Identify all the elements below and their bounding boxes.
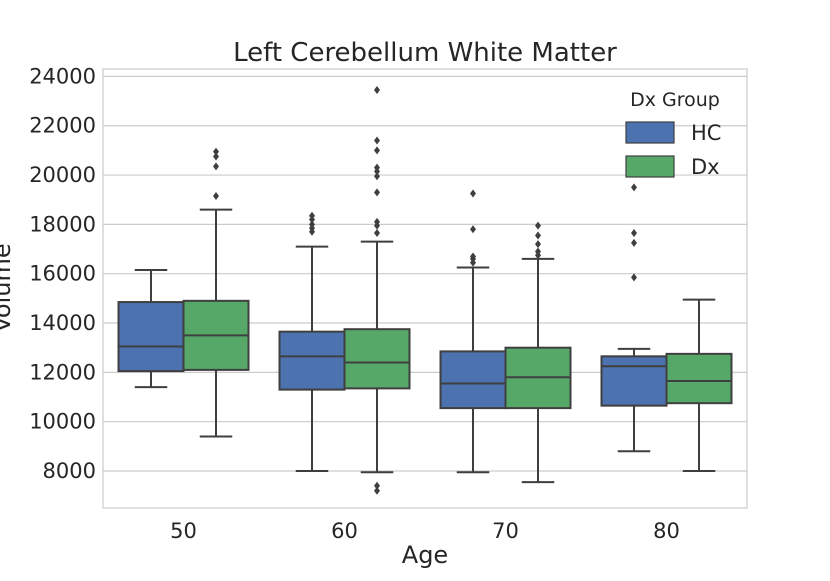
iqr-box (343, 328, 411, 390)
outlier-point (374, 486, 380, 495)
outlier-point (470, 189, 476, 198)
chart-title: Left Cerebellum White Matter (233, 38, 617, 68)
outlier-point (535, 247, 541, 256)
outlier-point (374, 172, 380, 181)
outlier-point (374, 85, 380, 94)
outlier-point (309, 220, 315, 229)
x-axis-ticks: 50 60 70 80 (170, 519, 680, 543)
outlier-point (374, 146, 380, 155)
outlier-point (374, 481, 380, 490)
box-dx-50 (182, 147, 250, 438)
series-hc (117, 183, 668, 474)
y-tick-label: 20000 (29, 163, 96, 187)
x-tick-label: 50 (170, 519, 197, 543)
outlier-point (213, 162, 219, 171)
box-dx-80 (665, 298, 733, 473)
x-tick-label: 70 (492, 519, 519, 543)
box-series (117, 85, 733, 495)
outlier-point (374, 229, 380, 238)
legend-swatch-dx (625, 155, 675, 178)
outlier-point (535, 221, 541, 230)
legend-label-hc: HC (691, 121, 721, 145)
outlier-point (213, 192, 219, 201)
box-hc-50 (117, 269, 185, 389)
legend-title: Dx Group (630, 89, 720, 111)
box-hc-60 (278, 211, 346, 473)
outlier-point (631, 238, 637, 247)
iqr-box (600, 355, 668, 407)
legend: Dx Group HC Dx (625, 89, 721, 179)
iqr-box (665, 352, 733, 405)
y-tick-label: 16000 (29, 262, 96, 286)
x-tick-label: 80 (653, 519, 680, 543)
y-tick-label: 18000 (29, 212, 96, 236)
box-hc-70 (439, 189, 507, 474)
outlier-point (470, 252, 476, 261)
outlier-point (309, 211, 315, 220)
y-tick-label: 24000 (29, 64, 96, 88)
box-dx-60 (343, 85, 411, 495)
outlier-point (213, 147, 219, 156)
y-tick-label: 10000 (29, 410, 96, 434)
y-tick-label: 14000 (29, 311, 96, 335)
y-tick-label: 12000 (29, 360, 96, 384)
outlier-point (535, 240, 541, 249)
outlier-point (374, 136, 380, 145)
outlier-point (631, 229, 637, 238)
box-hc-80 (600, 183, 668, 453)
iqr-box (439, 350, 507, 410)
series-dx (182, 85, 733, 495)
box-dx-70 (504, 221, 572, 484)
outlier-point (470, 225, 476, 234)
legend-label-dx: Dx (691, 155, 720, 179)
outlier-point (535, 231, 541, 240)
y-axis-ticks: 8000 10000 12000 14000 16000 18000 20000 22000 2… (29, 64, 96, 483)
y-tick-label: 22000 (29, 114, 96, 138)
outlier-point (631, 273, 637, 282)
x-tick-label: 60 (331, 519, 358, 543)
legend-swatch-hc (625, 121, 675, 144)
x-axis-label: Age (402, 541, 448, 569)
y-axis-label: Volume (0, 243, 16, 332)
outlier-point (374, 188, 380, 197)
iqr-box (117, 301, 185, 373)
outlier-point (374, 217, 380, 226)
iqr-box (278, 330, 346, 391)
outlier-point (213, 152, 219, 161)
plot-frame (102, 68, 748, 509)
y-tick-label: 8000 (43, 459, 96, 483)
outlier-point (631, 183, 637, 192)
outlier-point (374, 163, 380, 172)
